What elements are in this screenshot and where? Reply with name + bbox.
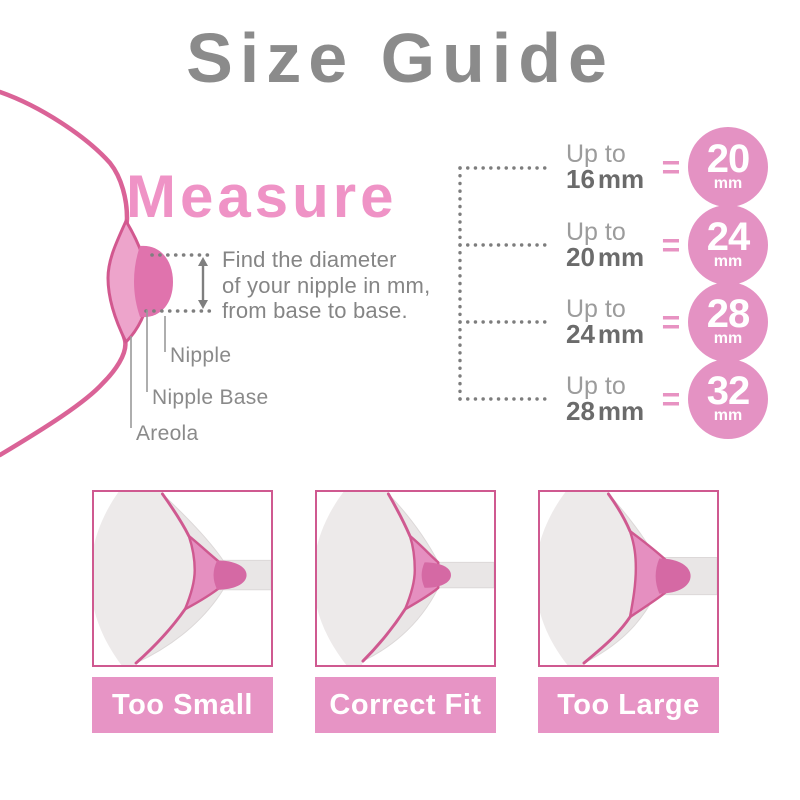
flange-size-circle: 20 mm xyxy=(688,127,768,207)
instruction-line: Find the diameter xyxy=(222,247,397,272)
equals-sign: = xyxy=(661,226,681,263)
anatomy-label-areola: Areola xyxy=(136,422,199,445)
fit-label-too-large: Too Large xyxy=(538,677,719,733)
fit-diagram-correct-fit xyxy=(317,492,494,665)
nipple-shape xyxy=(134,245,173,318)
size-row: Up to 28 mm = 32 mm xyxy=(566,359,776,439)
label-leader-lines xyxy=(130,310,166,428)
equals-sign: = xyxy=(661,148,681,185)
equals-sign: = xyxy=(661,303,681,340)
fit-label-correct-fit: Correct Fit xyxy=(315,677,496,733)
instruction-line: of your nipple in mm, xyxy=(222,272,431,298)
size-row: Up to 16 mm = 20 mm xyxy=(566,127,776,207)
instruction-line: from base to base. xyxy=(222,298,408,323)
anatomy-label-nipple: Nipple xyxy=(170,344,232,367)
fit-panel-too-small xyxy=(92,490,273,667)
breast-measure-illustration xyxy=(0,89,213,458)
fit-diagram-too-small xyxy=(94,492,271,665)
size-row: Up to 24 mm = 28 mm xyxy=(566,282,776,362)
flange-size-circle: 24 mm xyxy=(688,205,768,285)
nipple-size-label: Up to 16 mm xyxy=(566,140,645,194)
flange-size-circle: 32 mm xyxy=(688,359,768,439)
anatomy-label-nipple-base: Nipple Base xyxy=(152,386,269,409)
fit-label-too-small: Too Small xyxy=(92,677,273,733)
flange-size-circle: 28 mm xyxy=(688,282,768,362)
nipple-size-label: Up to 20 mm xyxy=(566,218,645,272)
fit-panel-too-large xyxy=(538,490,719,667)
fit-panel-correct-fit xyxy=(315,490,496,667)
size-bracket xyxy=(458,166,547,401)
diameter-arrow-icon xyxy=(198,257,208,309)
nipple-size-label: Up to 24 mm xyxy=(566,295,645,349)
page-title: Size Guide xyxy=(186,19,614,97)
fit-diagram-too-large xyxy=(540,492,717,665)
size-row: Up to 20 mm = 24 mm xyxy=(566,205,776,285)
equals-sign: = xyxy=(661,380,681,417)
measure-instruction: Find the diameter of your nipple in mm, … xyxy=(222,247,430,324)
nipple-size-label: Up to 28 mm xyxy=(566,372,645,426)
measure-heading: Measure xyxy=(126,163,398,230)
